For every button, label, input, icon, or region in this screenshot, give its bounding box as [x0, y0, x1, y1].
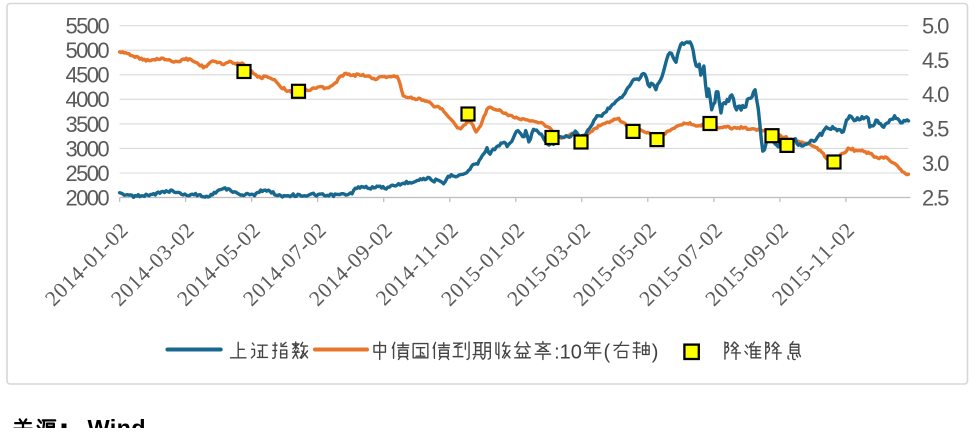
svg-text:2500: 2500 [65, 161, 109, 186]
svg-text:5.0: 5.0 [922, 14, 949, 39]
svg-text:2000: 2000 [65, 185, 109, 210]
svg-text:2.5: 2.5 [922, 185, 949, 210]
svg-text:3500: 3500 [65, 112, 109, 137]
svg-text:4000: 4000 [65, 87, 109, 112]
svg-text:4.5: 4.5 [922, 48, 949, 73]
svg-text:5500: 5500 [65, 14, 109, 39]
svg-text::10: :10 [554, 342, 582, 364]
svg-text:4500: 4500 [65, 63, 109, 88]
svg-text:): ) [652, 342, 659, 364]
svg-text:3000: 3000 [65, 136, 109, 161]
svg-text:Wind: Wind [88, 415, 146, 428]
svg-text:4.0: 4.0 [922, 82, 949, 107]
svg-text:5000: 5000 [65, 38, 109, 63]
svg-text:3.5: 3.5 [922, 117, 949, 142]
svg-text:3.0: 3.0 [922, 151, 949, 176]
svg-text:(: ( [604, 342, 611, 364]
